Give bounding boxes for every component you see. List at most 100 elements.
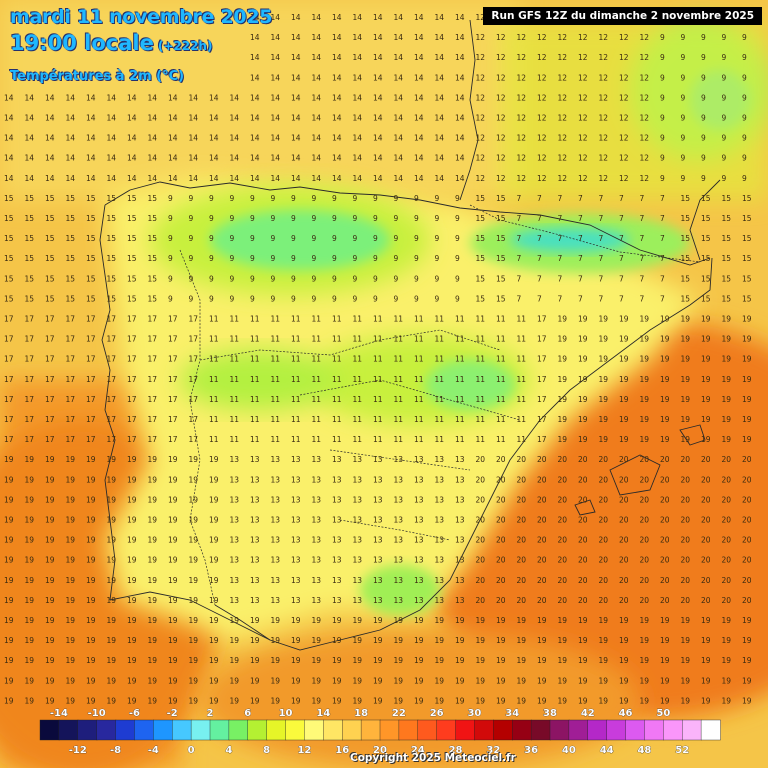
grid-value: 14	[435, 174, 445, 183]
grid-value: 13	[271, 596, 281, 605]
grid-value: 13	[230, 576, 240, 585]
grid-value: 20	[558, 516, 568, 525]
grid-value: 14	[394, 13, 404, 22]
grid-value: 19	[107, 455, 117, 464]
grid-value: 7	[578, 214, 583, 223]
grid-value: 11	[332, 335, 342, 344]
grid-value: 19	[722, 395, 732, 404]
grid-value: 19	[312, 636, 322, 645]
grid-value: 19	[660, 636, 670, 645]
grid-value: 20	[578, 495, 588, 504]
grid-value: 15	[86, 194, 96, 203]
grid-value: 11	[291, 335, 301, 344]
grid-value: 19	[742, 375, 752, 384]
grid-value: 19	[148, 656, 158, 665]
grid-value: 19	[168, 556, 178, 565]
grid-value: 17	[537, 315, 547, 324]
grid-value: 20	[742, 556, 752, 565]
grid-value: 19	[332, 696, 342, 705]
grid-value: 20	[742, 475, 752, 484]
grid-value: 12	[558, 134, 568, 143]
grid-value: 20	[681, 495, 691, 504]
grid-value: 12	[640, 73, 650, 82]
legend-bottom-label: 12	[297, 745, 311, 756]
grid-value: 9	[312, 194, 317, 203]
grid-value: 9	[353, 294, 358, 303]
grid-value: 17	[86, 335, 96, 344]
grid-value: 11	[414, 335, 424, 344]
grid-value: 15	[86, 294, 96, 303]
grid-value: 17	[148, 315, 158, 324]
grid-value: 13	[353, 516, 363, 525]
grid-value: 19	[353, 656, 363, 665]
grid-value: 13	[230, 536, 240, 545]
grid-value: 9	[455, 294, 460, 303]
grid-value: 15	[701, 194, 711, 203]
grid-value: 9	[209, 234, 214, 243]
grid-value: 14	[435, 33, 445, 42]
legend-swatch	[96, 719, 117, 741]
grid-value: 13	[455, 576, 465, 585]
grid-value: 14	[209, 154, 219, 163]
grid-value: 17	[127, 315, 137, 324]
grid-value: 11	[209, 335, 219, 344]
legend-swatch	[417, 719, 438, 741]
grid-value: 15	[66, 194, 76, 203]
grid-value: 20	[640, 495, 650, 504]
grid-value: 9	[209, 194, 214, 203]
grid-value: 19	[394, 656, 404, 665]
grid-value: 14	[455, 53, 465, 62]
grid-value: 11	[291, 355, 301, 364]
grid-value: 9	[353, 234, 358, 243]
grid-value: 19	[107, 576, 117, 585]
grid-value: 11	[312, 435, 322, 444]
grid-value: 13	[414, 455, 424, 464]
grid-value: 13	[414, 495, 424, 504]
grid-value: 17	[537, 435, 547, 444]
grid-value: 13	[414, 475, 424, 484]
grid-value: 9	[168, 234, 173, 243]
grid-value: 11	[291, 395, 301, 404]
temperature-grid-values: 14 14 14 14 14 14 14 14 14 14 14 12 12 14 14 14 14 14 14 14…	[4, 13, 752, 705]
grid-value: 14	[394, 114, 404, 123]
grid-value: 15	[25, 254, 35, 263]
grid-value: 17	[4, 415, 14, 424]
grid-value: 9	[394, 274, 399, 283]
grid-value: 9	[168, 194, 173, 203]
legend-top-label: 6	[244, 708, 251, 719]
grid-value: 20	[578, 516, 588, 525]
grid-value: 17	[45, 395, 55, 404]
grid-value: 13	[312, 536, 322, 545]
legend-swatch	[700, 719, 721, 741]
grid-value: 15	[107, 274, 117, 283]
grid-value: 14	[209, 114, 219, 123]
grid-value: 17	[86, 315, 96, 324]
grid-value: 9	[230, 294, 235, 303]
grid-value: 12	[517, 174, 527, 183]
grid-value: 14	[394, 154, 404, 163]
grid-value: 14	[209, 134, 219, 143]
grid-value: 9	[373, 274, 378, 283]
grid-value: 13	[435, 596, 445, 605]
grid-value: 11	[291, 375, 301, 384]
grid-value: 11	[271, 375, 281, 384]
grid-value: 9	[168, 294, 173, 303]
grid-value: 9	[742, 114, 747, 123]
grid-value: 13	[353, 536, 363, 545]
grid-value: 13	[435, 516, 445, 525]
grid-value: 17	[189, 435, 199, 444]
grid-value: 19	[578, 355, 588, 364]
grid-value: 9	[291, 274, 296, 283]
grid-value: 19	[107, 475, 117, 484]
grid-value: 19	[496, 696, 506, 705]
grid-value: 14	[332, 114, 342, 123]
grid-value: 12	[640, 154, 650, 163]
grid-value: 14	[435, 13, 445, 22]
grid-value: 19	[271, 696, 281, 705]
grid-value: 19	[107, 516, 117, 525]
grid-value: 9	[681, 33, 686, 42]
grid-value: 12	[578, 33, 588, 42]
grid-value: 19	[701, 696, 711, 705]
grid-value: 15	[25, 194, 35, 203]
grid-value: 11	[230, 315, 240, 324]
